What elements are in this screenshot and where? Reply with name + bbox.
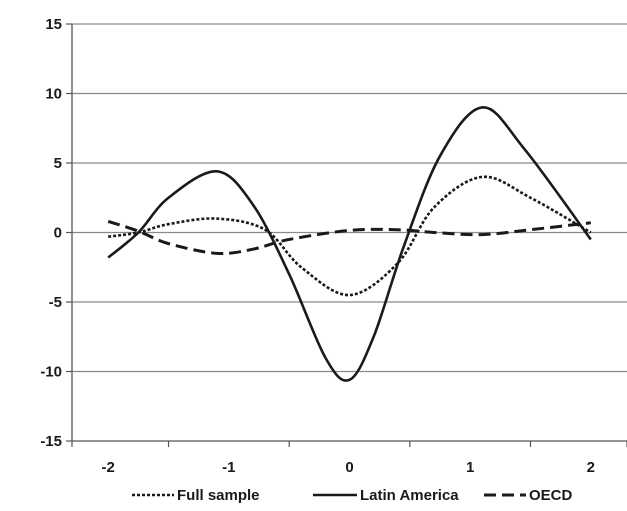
series-lines xyxy=(107,106,592,382)
y-tick-label: 10 xyxy=(45,86,62,103)
legend-label: Full sample xyxy=(177,487,260,504)
y-tick-label: 15 xyxy=(45,16,62,33)
axes xyxy=(66,23,627,447)
gridlines xyxy=(72,23,627,373)
y-tick-label: -15 xyxy=(40,433,62,450)
legend-label: Latin America xyxy=(360,487,459,504)
series-line-full-sample xyxy=(108,175,592,297)
y-tick-label: -5 xyxy=(49,294,62,311)
legend-item-latin-america: Latin America xyxy=(313,487,459,504)
x-tick-label: -2 xyxy=(102,459,115,476)
x-tick-label: 2 xyxy=(587,459,595,476)
x-tick-label: 1 xyxy=(466,459,474,476)
y-tick-label: -10 xyxy=(40,364,62,381)
x-tick-label: 0 xyxy=(345,459,353,476)
y-tick-label: 5 xyxy=(54,155,62,172)
y-tick-label: 0 xyxy=(54,225,62,242)
x-tick-label: -1 xyxy=(222,459,235,476)
legend-item-oecd: OECD xyxy=(484,487,573,504)
series-line-latin-america xyxy=(107,106,592,382)
legend: Full sample Latin America OECD xyxy=(132,487,573,504)
series-line-oecd xyxy=(107,219,591,256)
legend-item-full-sample: Full sample xyxy=(132,487,260,504)
legend-label: OECD xyxy=(529,487,573,504)
